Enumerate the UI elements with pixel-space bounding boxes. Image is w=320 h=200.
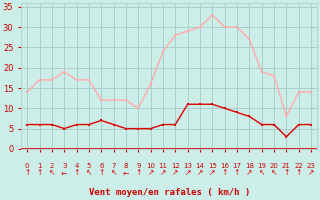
Text: ↖: ↖ xyxy=(49,168,55,177)
Text: ↗: ↗ xyxy=(148,168,154,177)
Text: ↗: ↗ xyxy=(172,168,179,177)
Text: ↑: ↑ xyxy=(296,168,302,177)
Text: ↑: ↑ xyxy=(283,168,290,177)
Text: ↗: ↗ xyxy=(308,168,314,177)
Text: ↑: ↑ xyxy=(73,168,80,177)
Text: ↑: ↑ xyxy=(221,168,228,177)
Text: ↑: ↑ xyxy=(36,168,43,177)
Text: ←: ← xyxy=(123,168,129,177)
Text: ↑: ↑ xyxy=(98,168,104,177)
Text: ↖: ↖ xyxy=(271,168,277,177)
Text: ↑: ↑ xyxy=(24,168,30,177)
X-axis label: Vent moyen/en rafales ( km/h ): Vent moyen/en rafales ( km/h ) xyxy=(89,188,250,197)
Text: ↗: ↗ xyxy=(160,168,166,177)
Text: ←: ← xyxy=(61,168,68,177)
Text: ↗: ↗ xyxy=(209,168,215,177)
Text: ↑: ↑ xyxy=(135,168,141,177)
Text: ↖: ↖ xyxy=(259,168,265,177)
Text: ↑: ↑ xyxy=(234,168,240,177)
Text: ↖: ↖ xyxy=(86,168,92,177)
Text: ↗: ↗ xyxy=(197,168,203,177)
Text: ↗: ↗ xyxy=(246,168,252,177)
Text: ↗: ↗ xyxy=(184,168,191,177)
Text: ↖: ↖ xyxy=(110,168,117,177)
